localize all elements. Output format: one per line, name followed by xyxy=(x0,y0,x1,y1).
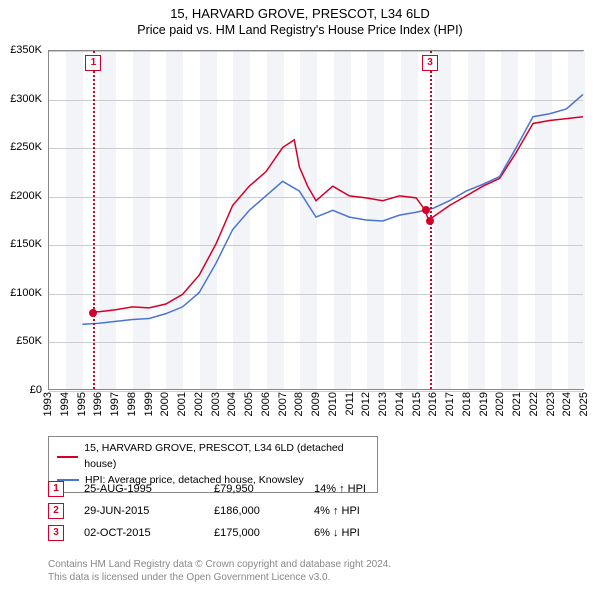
x-tick-label: 1999 xyxy=(143,392,155,416)
sale-diff: 4% ↑ HPI xyxy=(314,505,414,517)
x-tick-label: 2019 xyxy=(478,392,490,416)
x-tick-label: 2018 xyxy=(461,392,473,416)
x-tick-label: 2003 xyxy=(210,392,222,416)
x-tick-label: 1996 xyxy=(92,392,104,416)
line-svg xyxy=(49,51,583,389)
footnote-line2: This data is licensed under the Open Gov… xyxy=(48,571,391,584)
y-tick-label: £250K xyxy=(10,141,42,153)
y-tick-label: £200K xyxy=(10,190,42,202)
y-tick-label: £350K xyxy=(10,44,42,56)
x-tick-label: 2025 xyxy=(578,392,590,416)
x-tick-label: 2011 xyxy=(344,392,356,416)
sale-price: £175,000 xyxy=(214,527,314,539)
sale-row-marker: 1 xyxy=(48,481,64,497)
legend-swatch xyxy=(57,456,78,458)
x-tick-label: 1998 xyxy=(126,392,138,416)
x-tick-label: 1994 xyxy=(59,392,71,416)
legend-row: 15, HARVARD GROVE, PRESCOT, L34 6LD (det… xyxy=(57,441,369,473)
x-tick-label: 2005 xyxy=(243,392,255,416)
sale-marker-dot xyxy=(89,309,97,317)
x-tick-label: 2006 xyxy=(260,392,272,416)
x-tick-label: 2015 xyxy=(411,392,423,416)
sale-row-marker: 3 xyxy=(48,525,64,541)
x-tick-label: 2001 xyxy=(176,392,188,416)
x-tick-label: 1995 xyxy=(76,392,88,416)
y-tick-label: £0 xyxy=(30,384,42,396)
x-tick-label: 2007 xyxy=(277,392,289,416)
x-axis: 1993199419951996199719981999200020012002… xyxy=(48,392,584,440)
x-tick-label: 2010 xyxy=(327,392,339,416)
sale-marker-dot xyxy=(422,206,430,214)
sale-row: 2 29-JUN-2015£186,0004% ↑ HPI xyxy=(48,500,414,522)
x-tick-label: 1997 xyxy=(109,392,121,416)
x-tick-label: 2009 xyxy=(310,392,322,416)
x-tick-label: 2000 xyxy=(159,392,171,416)
x-tick-label: 2002 xyxy=(193,392,205,416)
x-tick-label: 2004 xyxy=(226,392,238,416)
x-tick-label: 2012 xyxy=(360,392,372,416)
x-tick-label: 2014 xyxy=(394,392,406,416)
sale-row: 3 02-OCT-2015£175,0006% ↓ HPI xyxy=(48,522,414,544)
title-address: 15, HARVARD GROVE, PRESCOT, L34 6LD xyxy=(0,6,600,21)
legend-label: 15, HARVARD GROVE, PRESCOT, L34 6LD (det… xyxy=(84,441,369,473)
x-tick-label: 1993 xyxy=(42,392,54,416)
title-block: 15, HARVARD GROVE, PRESCOT, L34 6LD Pric… xyxy=(0,0,600,37)
x-tick-label: 2016 xyxy=(427,392,439,416)
x-tick-label: 2020 xyxy=(494,392,506,416)
sale-price: £186,000 xyxy=(214,505,314,517)
sale-date: 25-AUG-1995 xyxy=(84,483,214,495)
y-axis: £0£50K£100K£150K£200K£250K£300K£350K xyxy=(0,50,46,390)
sale-row-marker: 2 xyxy=(48,503,64,519)
y-tick-label: £150K xyxy=(10,238,42,250)
sale-diff: 6% ↓ HPI xyxy=(314,527,414,539)
series-line xyxy=(82,94,583,324)
x-tick-label: 2024 xyxy=(561,392,573,416)
sale-marker-line xyxy=(93,51,95,389)
x-tick-label: 2022 xyxy=(528,392,540,416)
footnote-line1: Contains HM Land Registry data © Crown c… xyxy=(48,558,391,571)
y-tick-label: £100K xyxy=(10,287,42,299)
plot-area: 13 xyxy=(48,50,584,390)
sales-table: 1 25-AUG-1995£79,95014% ↑ HPI 2 29-JUN-2015… xyxy=(48,478,414,544)
sale-marker-box: 1 xyxy=(85,55,101,71)
y-tick-label: £50K xyxy=(16,335,42,347)
x-tick-label: 2023 xyxy=(545,392,557,416)
x-tick-label: 2013 xyxy=(377,392,389,416)
sale-price: £79,950 xyxy=(214,483,314,495)
sale-diff: 14% ↑ HPI xyxy=(314,483,414,495)
x-tick-label: 2017 xyxy=(444,392,456,416)
sale-date: 29-JUN-2015 xyxy=(84,505,214,517)
sale-marker-dot xyxy=(426,217,434,225)
x-tick-label: 2008 xyxy=(293,392,305,416)
y-tick-label: £300K xyxy=(10,93,42,105)
title-subtitle: Price paid vs. HM Land Registry's House … xyxy=(0,23,600,37)
series-line xyxy=(92,117,583,312)
sale-date: 02-OCT-2015 xyxy=(84,527,214,539)
chart-container: 15, HARVARD GROVE, PRESCOT, L34 6LD Pric… xyxy=(0,0,600,590)
footnote: Contains HM Land Registry data © Crown c… xyxy=(48,558,391,584)
sale-row: 1 25-AUG-1995£79,95014% ↑ HPI xyxy=(48,478,414,500)
plot-wrap: 13 xyxy=(48,50,584,390)
sale-marker-box: 3 xyxy=(422,55,438,71)
x-tick-label: 2021 xyxy=(511,392,523,416)
